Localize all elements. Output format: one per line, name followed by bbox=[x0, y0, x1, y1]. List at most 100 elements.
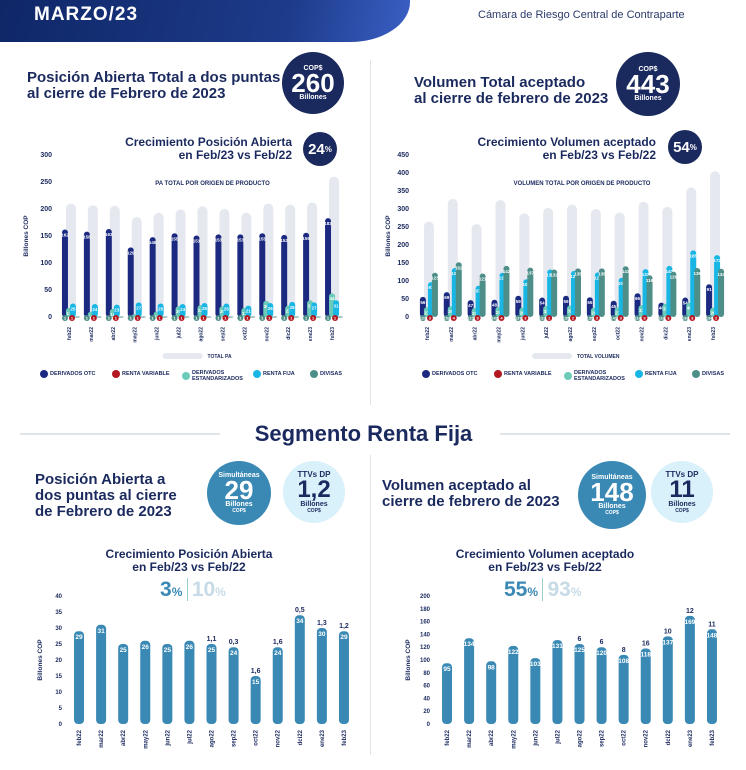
renta-variable-value: 3 bbox=[643, 316, 646, 321]
bar-divisas bbox=[315, 316, 322, 318]
x-tick-label: sep22 bbox=[592, 327, 598, 341]
bar-value-label: 25 bbox=[224, 307, 230, 312]
bar-value-label: 155 bbox=[171, 236, 179, 241]
renta-variable-dot bbox=[689, 315, 696, 321]
divisas-dot bbox=[610, 315, 617, 321]
x-tick-label: oct22 bbox=[622, 729, 628, 745]
y-tick-label: 50 bbox=[401, 296, 409, 303]
bar-value-label: 32 bbox=[567, 308, 573, 313]
bar-value-label: 27 bbox=[136, 305, 142, 310]
divisas-dot bbox=[706, 315, 713, 321]
y-tick-label: 200 bbox=[420, 594, 431, 600]
bar-divisas bbox=[205, 316, 212, 318]
segment-rule-left bbox=[20, 433, 220, 435]
bar bbox=[74, 631, 85, 724]
bar-value-label: 137 bbox=[662, 639, 673, 646]
legend-label: DERIVADOS ESTANDARIZADOS bbox=[192, 370, 243, 382]
bar-value-label: 183 bbox=[324, 221, 332, 226]
ttv-value-label: 1,2 bbox=[339, 623, 349, 630]
bar-value-label: 136 bbox=[693, 271, 701, 276]
bar-value-label: 133 bbox=[642, 272, 650, 277]
bar-value-label: 152 bbox=[455, 265, 463, 270]
bar-value-label: 131 bbox=[552, 643, 563, 650]
x-tick-label: feb22 bbox=[425, 327, 431, 340]
bar bbox=[442, 663, 453, 724]
x-tick-label: feb22 bbox=[445, 729, 451, 745]
bar-derivados-otc bbox=[171, 233, 178, 317]
ttv-value: 1,2 bbox=[297, 476, 331, 503]
renta-variable-value: 3 bbox=[524, 316, 527, 321]
segment-rule-right bbox=[500, 433, 730, 435]
bar-derivados-otc bbox=[706, 284, 713, 317]
total-bar bbox=[197, 206, 208, 317]
bar-value-label: 20 bbox=[176, 309, 182, 314]
legend-item: DIVISAS bbox=[310, 370, 342, 378]
bar-value-label: 30 bbox=[318, 631, 326, 638]
bar-value-label: 158 bbox=[83, 235, 91, 240]
volume-growth-badge: 54% bbox=[668, 130, 702, 164]
x-tick-label: nov22 bbox=[640, 327, 646, 342]
divisas-dot bbox=[149, 315, 156, 321]
bar bbox=[228, 647, 239, 724]
bar-value-label: 162 bbox=[61, 233, 69, 238]
renta-variable-value: 1 bbox=[115, 316, 118, 321]
bar-value-label: 59 bbox=[516, 299, 522, 304]
bar-value-label: 134 bbox=[717, 272, 725, 277]
simultaneas-label: Simultáneas bbox=[218, 472, 260, 479]
y-tick-label: 20 bbox=[423, 709, 430, 715]
renta-variable-dot bbox=[522, 315, 529, 321]
renta-variable-value: 3 bbox=[596, 316, 599, 321]
renta-variable-dot bbox=[498, 315, 505, 321]
x-tick-label: mar22 bbox=[99, 729, 105, 747]
renta-variable-value: 3 bbox=[429, 316, 432, 321]
total-bar bbox=[153, 212, 164, 317]
report-date: MARZO/23 bbox=[34, 4, 139, 25]
legend-swatch bbox=[310, 370, 318, 378]
renta-variable-value: 4 bbox=[453, 316, 456, 321]
x-tick-label: jun22 bbox=[155, 327, 161, 341]
divisas-dot bbox=[634, 315, 641, 321]
bar bbox=[184, 640, 195, 724]
bar-value-label: 24 bbox=[230, 650, 238, 657]
rf-open-position-ttv-badge: TTVs DP 1,2 Billones COP$ bbox=[283, 461, 345, 523]
simultaneas-value: 148 bbox=[590, 477, 634, 507]
renta-variable-value: 1 bbox=[180, 316, 183, 321]
ttv-value-label: 11 bbox=[708, 621, 716, 628]
bar-value-label: 55 bbox=[587, 300, 593, 305]
bar bbox=[294, 615, 305, 724]
unit-label: Billones bbox=[225, 501, 253, 508]
bar-value-label: 163 bbox=[105, 232, 113, 237]
bar-divisas bbox=[622, 266, 629, 317]
currency-label: COP$ bbox=[303, 65, 323, 72]
bar-divisas bbox=[73, 316, 80, 318]
bar-divisas bbox=[161, 316, 168, 318]
x-tick-label: feb23 bbox=[710, 729, 716, 745]
y-axis-label: Billones COP bbox=[37, 639, 44, 681]
y-tick-label: 300 bbox=[40, 152, 52, 159]
rf-volume-growth: 55% 93% bbox=[504, 578, 582, 602]
bar bbox=[486, 661, 497, 724]
y-tick-label: 35 bbox=[55, 610, 62, 616]
divisas-value: 1 bbox=[327, 316, 330, 321]
renta-variable-value: 1 bbox=[334, 316, 337, 321]
total-legend-swatch bbox=[532, 353, 572, 359]
renta-variable-value: 3 bbox=[620, 316, 623, 321]
divisas-dot bbox=[586, 315, 593, 321]
bar bbox=[596, 647, 607, 724]
bar-value-label: 121 bbox=[479, 276, 487, 281]
renta-variable-value: 1 bbox=[290, 316, 293, 321]
bar-value-label: 23 bbox=[114, 308, 120, 313]
bar bbox=[552, 640, 563, 724]
x-tick-label: abr22 bbox=[489, 729, 495, 746]
bar-value-label: 22 bbox=[198, 308, 204, 313]
divisas-dot bbox=[171, 315, 178, 321]
bar bbox=[706, 629, 717, 724]
bar-derivados-otc bbox=[303, 232, 310, 317]
bar-renta-fija bbox=[201, 302, 208, 317]
bar-value-label: 156 bbox=[302, 236, 310, 241]
bar-value-label: 30 bbox=[264, 304, 270, 309]
bar-divisas bbox=[117, 316, 124, 318]
bar-derivados-otc bbox=[237, 234, 244, 317]
bar-renta-fija bbox=[245, 305, 252, 317]
divisas-value: 141 bbox=[610, 316, 617, 321]
